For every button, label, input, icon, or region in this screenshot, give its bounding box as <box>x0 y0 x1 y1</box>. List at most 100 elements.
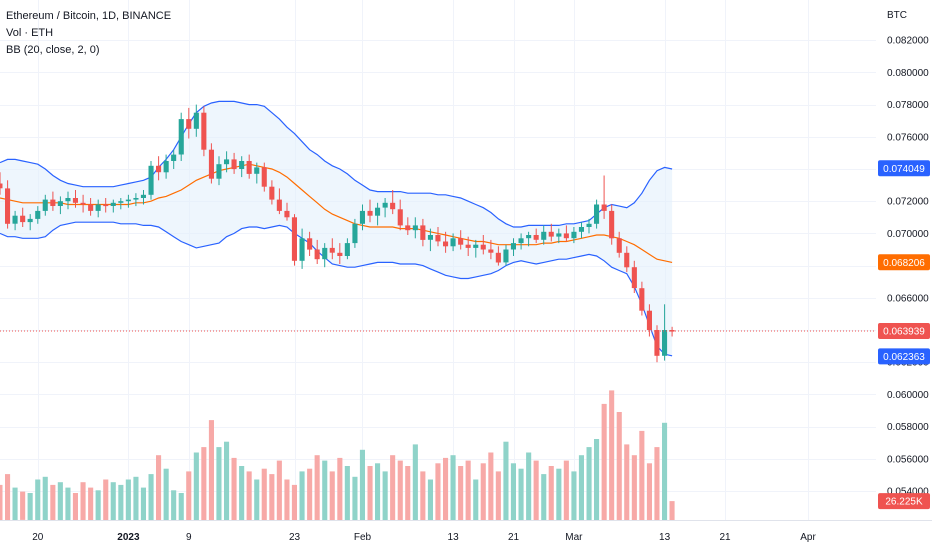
volume-bar <box>5 474 11 520</box>
candle-body <box>72 198 78 203</box>
time-tick-label: 20 <box>32 532 44 543</box>
volume-bar <box>103 479 109 520</box>
candle <box>95 199 101 218</box>
bollinger-upper-line <box>0 100 673 228</box>
candle-body <box>299 238 305 261</box>
time-axis[interactable]: 20 2023 9 23 Feb 13 21 Mar 13 21 Apr <box>32 532 816 543</box>
candle <box>261 162 267 192</box>
candle <box>140 190 146 205</box>
candle-body <box>405 225 411 231</box>
candle <box>299 228 305 269</box>
candle-body <box>269 186 275 200</box>
candle-body <box>382 202 388 208</box>
time-tick-label: 9 <box>186 532 192 543</box>
volume-bar <box>488 452 494 520</box>
volume-label-text: 26.225K <box>885 497 923 508</box>
candle <box>171 149 177 169</box>
candle-body <box>171 154 177 161</box>
candle <box>103 198 109 213</box>
candle <box>526 231 532 247</box>
volume-bar <box>65 487 71 520</box>
candle-body <box>662 330 668 356</box>
candle <box>639 281 645 316</box>
candle <box>465 236 471 256</box>
candle-body <box>284 210 290 218</box>
price-tick-label: 0.080000 <box>887 68 929 79</box>
candle-body <box>156 165 162 173</box>
price-tick-label: 0.056000 <box>887 454 929 465</box>
candle <box>133 193 139 207</box>
candle-body <box>291 217 297 261</box>
volume-bar <box>329 471 335 520</box>
price-labels: 0.074049 0.068206 0.063939 0.062363 <box>878 160 930 365</box>
volume-bar <box>631 455 637 520</box>
candle-body <box>412 225 418 231</box>
candle-body <box>133 198 139 200</box>
volume-bar <box>50 484 56 520</box>
volume-bar <box>571 471 577 520</box>
candle-body <box>322 247 328 260</box>
volume-bar <box>646 463 652 520</box>
candle-body <box>352 223 358 244</box>
bollinger-indicator-label[interactable]: BB (20, close, 2, 0) <box>6 44 100 56</box>
volume-bar <box>216 447 222 520</box>
candle <box>216 156 222 186</box>
candle <box>662 304 668 361</box>
bollinger-lower-line <box>0 221 673 357</box>
candle <box>412 217 418 239</box>
volume-indicator-label[interactable]: Vol · ETH <box>6 27 54 39</box>
candle <box>624 246 630 273</box>
candle <box>307 231 313 256</box>
candle <box>601 175 607 219</box>
volume-bar <box>178 493 184 520</box>
candle <box>631 260 637 293</box>
symbol-title[interactable]: Ethereum / Bitcoin, 1D, BINANCE <box>6 10 172 22</box>
candle <box>473 239 479 258</box>
volume-bar <box>254 479 260 520</box>
candle <box>435 227 441 247</box>
volume-bar <box>20 491 26 520</box>
candle-body <box>118 201 124 203</box>
bb-upper-label-box <box>878 160 930 177</box>
candlesticks <box>0 104 675 363</box>
candle <box>231 152 237 174</box>
volume-bar <box>276 460 282 520</box>
volume-bar <box>578 455 584 520</box>
candle <box>654 325 660 363</box>
candle <box>488 239 494 260</box>
time-tick-label: Feb <box>354 532 372 543</box>
volume-bar <box>397 460 403 520</box>
candle-body <box>375 207 381 216</box>
candle-body <box>359 210 365 224</box>
candle-body <box>193 112 199 129</box>
candle <box>5 180 11 229</box>
candle <box>118 198 124 210</box>
volume-bar <box>563 460 569 520</box>
volume-bar <box>57 482 63 520</box>
volume-bar <box>344 466 350 520</box>
candle-body <box>239 161 245 169</box>
candle <box>254 162 260 184</box>
time-tick-label: 21 <box>508 532 520 543</box>
bb-basis-label: 0.068206 <box>883 258 925 269</box>
volume-bar <box>352 476 358 520</box>
volume-bar <box>322 460 328 520</box>
volume-label: 26.225K <box>878 493 930 510</box>
volume-bar <box>669 501 675 520</box>
candle <box>42 194 48 216</box>
candle-body <box>503 249 509 263</box>
candle-body <box>563 233 569 239</box>
candle-body <box>548 231 554 237</box>
candle-body <box>95 204 101 211</box>
candle <box>382 198 388 218</box>
volume-bar <box>186 471 192 520</box>
candle-body <box>27 218 33 223</box>
volume-bar <box>609 390 615 520</box>
candle-body <box>261 167 267 187</box>
volume-bar <box>156 455 162 520</box>
volume-bar <box>390 455 396 520</box>
volume-bar <box>473 479 479 520</box>
volume-bar <box>359 449 365 520</box>
candle <box>541 225 547 245</box>
